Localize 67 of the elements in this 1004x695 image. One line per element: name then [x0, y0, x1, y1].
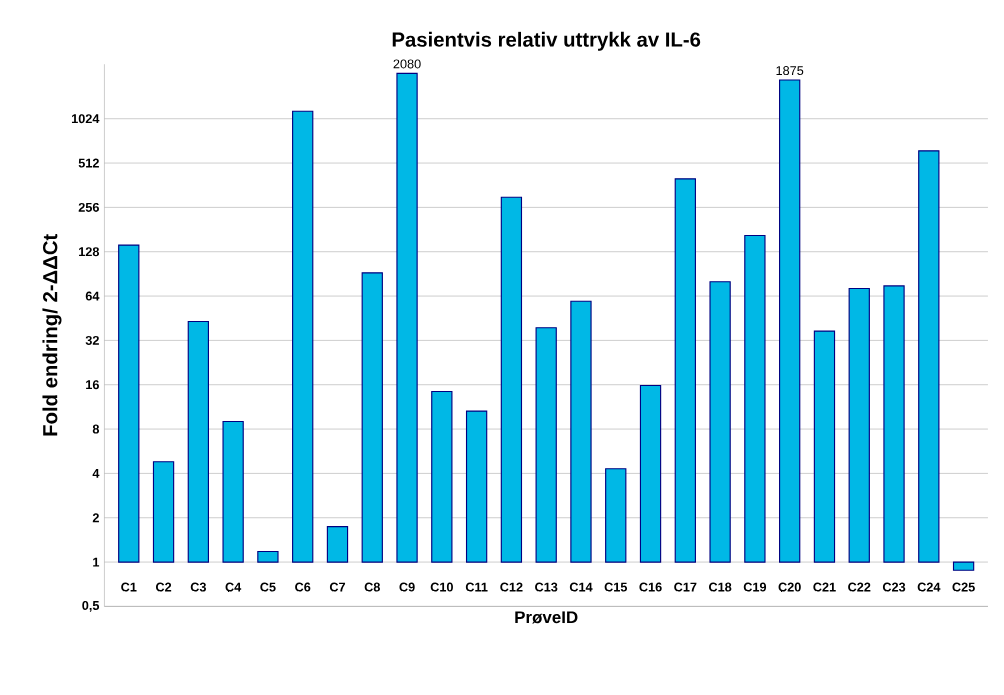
chart-title: Pasientvis relativ uttrykk av IL-6	[392, 31, 701, 51]
y-tick-label: 32	[85, 336, 99, 346]
bar	[779, 79, 801, 563]
y-tick-label: 16	[86, 380, 99, 390]
bar	[118, 244, 140, 563]
y-tick-label: 8	[92, 424, 100, 434]
x-tick-label: C9	[399, 582, 415, 592]
bar	[396, 72, 418, 563]
x-axis-title: PrøveID	[515, 611, 578, 624]
y-tick-label: 128	[79, 247, 100, 257]
x-tick-label: C13	[535, 582, 558, 592]
x-tick-label: C2	[155, 582, 172, 592]
y-axis-title: Fold endring/ 2-ΔΔCt	[42, 234, 62, 436]
x-tick-label: C21	[813, 582, 836, 592]
x-tick-label: C7	[329, 582, 346, 592]
bar	[744, 235, 766, 563]
x-tick-label: C3	[190, 582, 206, 592]
bar	[535, 327, 557, 563]
bar	[952, 561, 975, 571]
bar	[883, 285, 905, 563]
bar	[848, 288, 870, 563]
bar	[431, 391, 453, 563]
x-tick-label: C11	[465, 582, 488, 592]
y-tick-label: 64	[85, 291, 100, 301]
x-tick-label: C1	[121, 582, 137, 592]
y-tick-label: 0,5	[82, 601, 100, 612]
y-tick-label: 1024	[71, 114, 100, 124]
x-tick-label: C17	[674, 582, 697, 592]
bar	[709, 281, 731, 563]
bar	[500, 196, 523, 563]
bar	[361, 272, 383, 563]
y-tick-label: 2	[92, 513, 99, 523]
y-tick-label: 4	[92, 469, 100, 478]
data-label: 1875	[776, 66, 804, 76]
x-tick-label: C23	[882, 582, 906, 592]
x-tick-label: C19	[743, 582, 767, 592]
bar	[918, 150, 940, 563]
bar	[813, 330, 836, 563]
x-tick-label: C15	[604, 582, 628, 592]
bar	[152, 461, 175, 563]
bar	[222, 421, 244, 563]
x-tick-label: C6	[295, 582, 311, 592]
data-label: 2080	[393, 59, 421, 69]
bar	[292, 110, 314, 563]
x-tick-label: C12	[500, 582, 523, 592]
bar	[674, 178, 696, 563]
x-tick-label: C20	[778, 582, 801, 592]
bar	[465, 410, 488, 563]
x-tick-label: C10	[430, 582, 453, 592]
x-tick-label: C16	[639, 582, 662, 592]
y-tick-label: 1	[93, 557, 100, 567]
bar	[639, 385, 662, 563]
bar	[326, 526, 349, 563]
x-tick-label: C22	[848, 582, 871, 592]
x-tick-label: C24	[917, 582, 941, 592]
bar	[605, 468, 627, 563]
x-tick-label: C4	[225, 582, 242, 592]
x-tick-label: C25	[952, 582, 975, 592]
x-tick-label: C18	[708, 582, 732, 592]
bar	[570, 300, 592, 563]
bar	[187, 321, 209, 563]
x-tick-label: C5	[260, 582, 276, 592]
bar	[257, 551, 279, 563]
x-tick-label: C14	[569, 582, 593, 592]
y-tick-label: 256	[78, 203, 99, 213]
y-tick-label: 512	[78, 158, 99, 168]
x-tick-label: C8	[364, 582, 380, 592]
